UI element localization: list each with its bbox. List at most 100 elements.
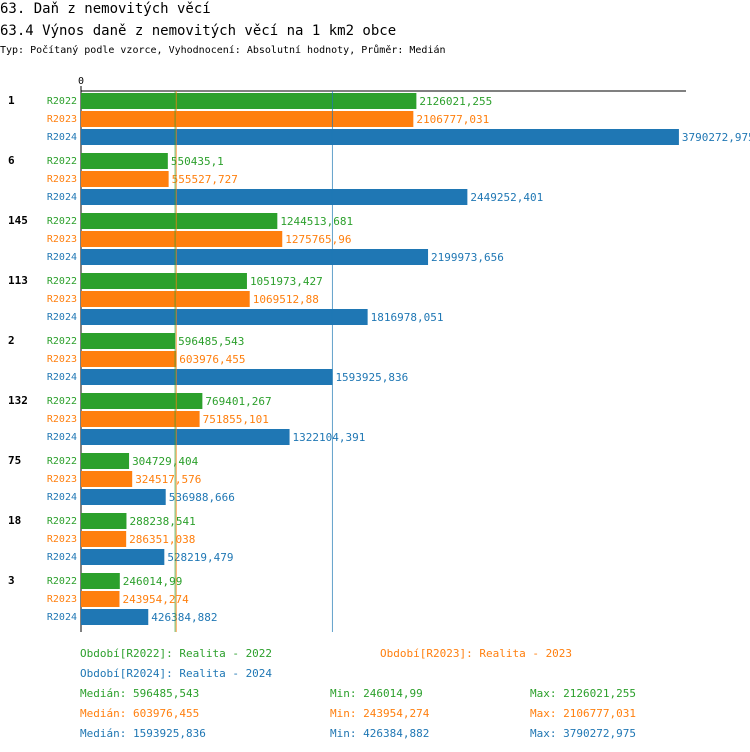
bar bbox=[81, 153, 168, 169]
bar bbox=[81, 213, 278, 229]
median-stat: Medián: 1593925,836 bbox=[80, 727, 206, 740]
series-row-label: R2023 bbox=[47, 174, 77, 185]
value-label: 751855,101 bbox=[203, 413, 269, 426]
category-label: 6 bbox=[8, 154, 15, 167]
value-label: 243954,274 bbox=[122, 593, 189, 606]
bar bbox=[81, 369, 333, 385]
value-label: 3790272,975 bbox=[682, 131, 750, 144]
bar bbox=[81, 453, 130, 469]
legend-entry: Období[R2024]: Realita - 2024 bbox=[80, 667, 272, 680]
bar bbox=[81, 351, 177, 367]
bar bbox=[81, 489, 166, 505]
series-row-label: R2022 bbox=[47, 576, 77, 587]
legend-entry: Období[R2023]: Realita - 2023 bbox=[380, 647, 572, 660]
series-row-label: R2023 bbox=[47, 414, 77, 425]
bar bbox=[81, 93, 417, 109]
bar bbox=[81, 129, 679, 145]
bar bbox=[81, 333, 176, 349]
value-label: 555527,727 bbox=[172, 173, 238, 186]
bar bbox=[81, 249, 429, 265]
series-row-label: R2023 bbox=[47, 474, 77, 485]
series-row-label: R2022 bbox=[47, 96, 77, 107]
category-label: 2 bbox=[8, 334, 15, 347]
category-label: 75 bbox=[8, 454, 21, 467]
min-stat: Min: 243954,274 bbox=[330, 707, 430, 720]
bar bbox=[81, 591, 120, 607]
value-label: 550435,1 bbox=[171, 155, 224, 168]
value-label: 288238,541 bbox=[129, 515, 195, 528]
chart-title: 63. Daň z nemovitých věcí bbox=[0, 1, 211, 17]
category-label: 113 bbox=[8, 274, 28, 287]
value-label: 324517,576 bbox=[135, 473, 201, 486]
value-label: 2199973,656 bbox=[431, 251, 504, 264]
series-row-label: R2024 bbox=[47, 252, 77, 263]
series-row-label: R2024 bbox=[47, 372, 77, 383]
value-label: 1593925,836 bbox=[335, 371, 408, 384]
bar bbox=[81, 609, 149, 625]
series-row-label: R2023 bbox=[47, 354, 77, 365]
median-stat: Medián: 596485,543 bbox=[80, 687, 199, 700]
series-row-label: R2022 bbox=[47, 456, 77, 467]
series-row-label: R2023 bbox=[47, 594, 77, 605]
max-stat: Max: 2126021,255 bbox=[530, 687, 636, 700]
bar bbox=[81, 111, 414, 127]
max-stat: Max: 3790272,975 bbox=[530, 727, 636, 740]
value-label: 1322104,391 bbox=[293, 431, 366, 444]
category-label: 132 bbox=[8, 394, 28, 407]
bar bbox=[81, 273, 247, 289]
series-row-label: R2024 bbox=[47, 612, 77, 623]
value-label: 596485,543 bbox=[178, 335, 244, 348]
median-stat: Medián: 603976,455 bbox=[80, 707, 199, 720]
bar bbox=[81, 171, 169, 187]
bar bbox=[81, 189, 468, 205]
bar bbox=[81, 231, 283, 247]
series-row-label: R2024 bbox=[47, 312, 77, 323]
series-row-label: R2024 bbox=[47, 132, 77, 143]
value-label: 769401,267 bbox=[205, 395, 271, 408]
category-label: 145 bbox=[8, 214, 28, 227]
value-label: 603976,455 bbox=[179, 353, 245, 366]
min-stat: Min: 426384,882 bbox=[330, 727, 429, 740]
bar bbox=[81, 471, 133, 487]
series-row-label: R2022 bbox=[47, 216, 77, 227]
series-row-label: R2024 bbox=[47, 552, 77, 563]
value-label: 1275765,96 bbox=[285, 233, 351, 246]
bar bbox=[81, 309, 368, 325]
series-row-label: R2023 bbox=[47, 534, 77, 545]
value-label: 2126021,255 bbox=[419, 95, 492, 108]
max-stat: Max: 2106777,031 bbox=[530, 707, 636, 720]
series-row-label: R2023 bbox=[47, 294, 77, 305]
bar bbox=[81, 291, 250, 307]
value-label: 536988,666 bbox=[169, 491, 235, 504]
value-label: 2449252,401 bbox=[470, 191, 543, 204]
chart-description: Typ: Počítaný podle vzorce, Vyhodnocení:… bbox=[0, 44, 446, 56]
category-label: 1 bbox=[8, 94, 15, 107]
series-row-label: R2024 bbox=[47, 192, 77, 203]
series-row-label: R2022 bbox=[47, 276, 77, 287]
category-label: 18 bbox=[8, 514, 21, 527]
series-row-label: R2022 bbox=[47, 516, 77, 527]
x-tick-label: 0 bbox=[78, 76, 84, 87]
category-label: 3 bbox=[8, 574, 15, 587]
series-row-label: R2022 bbox=[47, 156, 77, 167]
bar bbox=[81, 393, 203, 409]
series-row-label: R2022 bbox=[47, 396, 77, 407]
legend-entry: Období[R2022]: Realita - 2022 bbox=[80, 647, 272, 660]
series-row-label: R2022 bbox=[47, 336, 77, 347]
value-label: 286351,038 bbox=[129, 533, 195, 546]
value-label: 528219,479 bbox=[167, 551, 233, 564]
bar bbox=[81, 513, 127, 529]
value-label: 1051973,427 bbox=[250, 275, 323, 288]
bar bbox=[81, 411, 200, 427]
value-label: 1069512,88 bbox=[253, 293, 319, 306]
chart-subtitle: 63.4 Výnos daně z nemovitých věcí na 1 k… bbox=[0, 23, 396, 39]
value-label: 1244513,681 bbox=[280, 215, 353, 228]
bar bbox=[81, 429, 290, 445]
value-label: 246014,99 bbox=[123, 575, 183, 588]
series-row-label: R2023 bbox=[47, 114, 77, 125]
bar bbox=[81, 549, 165, 565]
value-label: 1816978,051 bbox=[371, 311, 444, 324]
bar bbox=[81, 531, 127, 547]
value-label: 304729,404 bbox=[132, 455, 199, 468]
